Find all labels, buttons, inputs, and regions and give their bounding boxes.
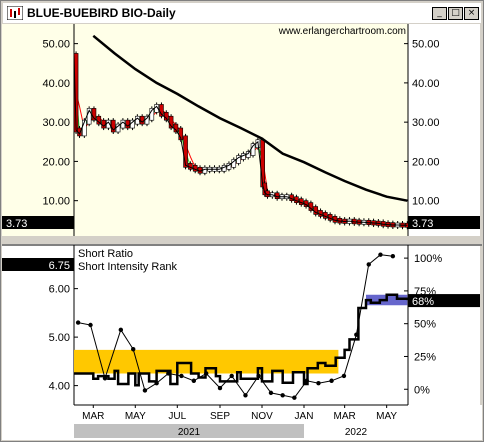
short-ratio-point	[154, 380, 159, 386]
short-ratio-point	[280, 393, 285, 398]
x-tick-label: SEP	[210, 411, 230, 422]
y-tick-label: 50%	[414, 319, 436, 331]
y-tick-label: 20.00	[412, 156, 440, 168]
legend-short-intensity-rank: Short Intensity Rank	[78, 261, 178, 273]
short-ratio-point	[366, 262, 371, 267]
y-tick-label: 0%	[414, 384, 430, 396]
y-tick-label: 4.00	[49, 381, 70, 393]
y-tick-label: 10.00	[42, 196, 70, 208]
candle-body	[139, 115, 145, 125]
left-axis-area	[2, 24, 74, 236]
x-tick-label: JUL	[168, 411, 186, 422]
short-ratio-point	[191, 378, 197, 383]
year-band-2021	[74, 424, 305, 438]
short-ratio-point	[75, 320, 81, 325]
right-axis-area	[408, 245, 480, 405]
price-panel: 50.00 50.00 40.00 40.00 30.00 30.00 20.00 20.00…	[2, 24, 480, 236]
x-tick-label: MAY	[125, 411, 146, 422]
short-ratio-point	[341, 373, 347, 379]
y-tick-label: 40.00	[42, 78, 70, 90]
y-tick-label: 100%	[414, 253, 442, 265]
x-tick-label: MAY	[376, 411, 397, 422]
short-ratio-point	[304, 378, 309, 383]
short-ratio-point	[292, 395, 297, 400]
x-tick-label: JAN	[295, 411, 314, 422]
time-axis: MAR MAY JUL SEP NOV JAN MAR MAY 2021 2022	[2, 404, 482, 440]
year-label-2022: 2022	[345, 427, 368, 438]
last-price-box-left	[2, 216, 74, 229]
minimize-button[interactable]: _	[432, 7, 447, 20]
short-ratio-point	[118, 327, 124, 333]
legend-short-ratio: Short Ratio	[78, 248, 133, 260]
x-tick-label: MAR	[334, 411, 356, 422]
short-ratio-point	[354, 332, 359, 337]
short-ratio-point	[268, 390, 274, 396]
x-tick-label: NOV	[251, 411, 273, 422]
current-short-ratio-label: 6.75	[49, 260, 70, 272]
short-ratio-point	[256, 373, 261, 379]
y-tick-label: 50.00	[412, 39, 440, 51]
short-ratio-point	[329, 378, 334, 383]
short-ratio-point	[102, 376, 108, 381]
percentile-band-yellow	[74, 349, 339, 374]
short-ratio-point	[131, 347, 136, 352]
short-ratio-point	[179, 373, 184, 379]
last-price-label-left: 3.73	[6, 218, 27, 230]
short-ratio-point	[243, 393, 248, 398]
short-ratio-point	[316, 380, 321, 386]
close-button[interactable]: ×	[464, 7, 479, 20]
y-tick-label: 5.00	[49, 332, 70, 344]
current-rank-box	[408, 294, 480, 308]
last-price-box-right	[408, 216, 480, 229]
short-ratio-point	[166, 371, 171, 376]
y-tick-label: 25%	[414, 351, 436, 363]
year-label-2021: 2021	[178, 427, 201, 438]
current-short-ratio-box	[2, 258, 74, 271]
chart-app-icon	[7, 6, 23, 20]
y-tick-label: 30.00	[42, 117, 70, 129]
x-tick-label: MAR	[82, 411, 104, 422]
price-line	[73, 55, 408, 226]
title-bar[interactable]: BLUE-BUEBIRD BIO-Daily _ □ ×	[3, 3, 481, 23]
maximize-button[interactable]: □	[448, 7, 463, 20]
candle-body	[260, 139, 265, 188]
candle-body	[101, 119, 106, 129]
short-ratio-point	[142, 388, 148, 393]
y-tick-label: 20.00	[42, 156, 70, 168]
short-ratio-point	[204, 371, 209, 376]
y-tick-label: 50.00	[42, 39, 70, 51]
candle-body	[120, 119, 126, 129]
window-title: BLUE-BUEBIRD BIO-Daily	[27, 6, 176, 20]
candle-body	[125, 119, 131, 129]
candle-body	[262, 182, 268, 196]
watermark-text: www.erlangerchartroom.com	[278, 26, 406, 37]
short-ratio-point	[88, 322, 93, 328]
candle-body	[135, 115, 140, 125]
short-ratio-point	[378, 252, 383, 257]
y-tick-label: 40.00	[412, 78, 440, 90]
long-moving-average-line	[92, 34, 408, 202]
short-ratio-point	[217, 385, 223, 391]
left-axis-area	[2, 245, 74, 405]
short-ratio-point	[390, 253, 396, 259]
plot-area	[74, 24, 408, 236]
short-ratio-point	[229, 373, 234, 379]
candle-body	[73, 53, 79, 133]
year-band-2022	[304, 424, 408, 438]
current-rank-label: 68%	[412, 296, 434, 308]
last-price-label-right: 3.73	[412, 218, 433, 230]
y-tick-label: 30.00	[412, 117, 440, 129]
y-tick-label: 6.00	[49, 284, 70, 296]
y-tick-label: 10.00	[412, 196, 440, 208]
right-axis-area	[408, 24, 480, 236]
short-intensity-rank-line	[74, 293, 409, 387]
